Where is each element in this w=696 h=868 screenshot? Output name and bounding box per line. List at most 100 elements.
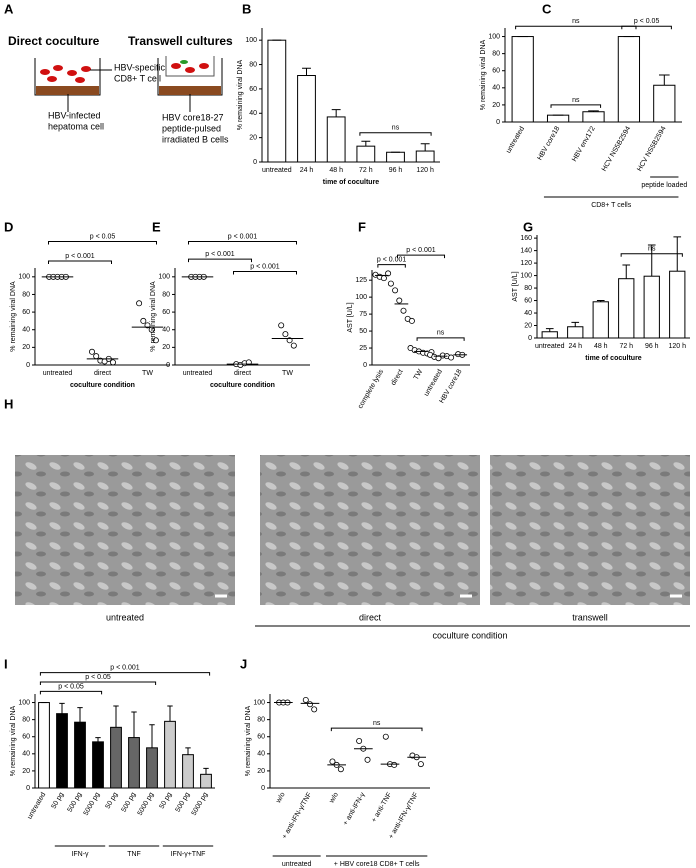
error-bar: [647, 244, 656, 277]
y-tick-label: 60: [249, 86, 257, 93]
transwell: [157, 56, 223, 112]
x-tick-label: 50 pg: [105, 791, 120, 810]
bar: [326, 116, 346, 163]
x-tick-label: + anti-IFN-γ: [342, 791, 367, 827]
x-axis-title: time of coculture: [323, 179, 380, 186]
error-bar: [588, 110, 599, 112]
y-tick-label: 50: [359, 328, 367, 335]
group-label: IFN-γ: [71, 851, 89, 858]
bar: [356, 145, 376, 163]
bar: [653, 84, 676, 123]
diagram-label: CD8+ T cell: [114, 73, 161, 83]
y-tick-label: 0: [26, 785, 30, 792]
y-axis-title: AST [U/L]: [347, 302, 354, 332]
y-tick-label: 60: [257, 734, 265, 741]
y-tick-label: 100: [158, 274, 170, 281]
data-point: [311, 706, 318, 713]
y-tick-label: 80: [22, 716, 30, 723]
y-tick-label: 40: [22, 751, 30, 758]
y-tick-label: 40: [492, 85, 500, 92]
y-tick-label: 140: [520, 247, 532, 254]
group-label: untreated: [282, 861, 312, 868]
bar: [669, 270, 686, 339]
x-tick-label: untreated: [423, 368, 444, 397]
bracket: [39, 681, 157, 686]
bar: [618, 278, 635, 339]
annotation: p < 0.001: [250, 263, 279, 270]
error-bar: [95, 737, 101, 742]
annotation: p < 0.001: [205, 251, 234, 258]
y-tick-label: 80: [492, 50, 500, 57]
y-tick-label: 100: [355, 294, 367, 301]
error-bar: [622, 264, 631, 279]
data-point: [302, 696, 309, 703]
y-tick-label: 20: [22, 344, 30, 351]
x-tick-label: 5000 pg: [191, 791, 210, 817]
data-point: [385, 270, 392, 277]
panel-letter: A: [4, 1, 14, 16]
y-tick-label: 0: [363, 362, 367, 369]
panel-letter: I: [4, 656, 8, 671]
annotation: p < 0.05: [90, 233, 116, 240]
bar: [386, 151, 405, 163]
error-bar: [113, 705, 119, 728]
bar: [146, 747, 158, 789]
group-label: + HBV core18 CD8+ T cells: [334, 861, 420, 868]
data-point: [408, 317, 415, 324]
bar: [567, 326, 584, 339]
y-tick-label: 60: [22, 734, 30, 741]
panel-letter: G: [523, 219, 533, 234]
y-tick-label: 20: [524, 322, 532, 329]
x-axis-title: time of coculture: [585, 355, 642, 362]
x-axis-title: coculture condition: [432, 630, 507, 640]
data-point: [391, 761, 398, 768]
data-point: [89, 348, 96, 355]
panel-letter: H: [4, 396, 13, 411]
diagram-label: HBV-specific: [114, 62, 166, 72]
y-tick-label: 100: [18, 699, 30, 706]
x-tick-label: untreated: [505, 125, 526, 154]
bar: [74, 721, 86, 789]
bar: [128, 737, 140, 789]
data-point: [356, 738, 363, 745]
y-tick-label: 100: [18, 274, 30, 281]
diagram-label: irradiated B cells: [162, 134, 229, 144]
y-tick-label: 80: [162, 291, 170, 298]
y-tick-label: 40: [249, 110, 257, 117]
data-point: [93, 353, 100, 360]
bar: [582, 111, 605, 123]
y-tick-label: 160: [520, 235, 532, 242]
bar: [297, 75, 316, 163]
y-tick-label: 80: [249, 61, 257, 68]
bracket: [39, 672, 211, 676]
data-point: [136, 300, 143, 307]
x-tick-label: + anti-IFN-γ/TNF: [388, 791, 420, 840]
y-tick-label: 20: [22, 768, 30, 775]
y-tick-label: 75: [359, 311, 367, 318]
y-tick-label: 40: [524, 310, 532, 317]
error-bar: [545, 328, 554, 332]
panel-letter: J: [240, 656, 247, 671]
y-tick-label: 125: [355, 277, 367, 284]
x-tick-label: 96 h: [645, 343, 659, 350]
annotation: ns: [437, 330, 445, 337]
group-label: CD8+ T cells: [591, 202, 632, 209]
y-tick-label: 60: [524, 297, 532, 304]
bracket: [48, 260, 112, 264]
x-tick-label: direct: [390, 368, 405, 386]
y-tick-label: 60: [22, 309, 30, 316]
micrograph: [490, 455, 690, 605]
error-bar: [658, 74, 670, 86]
y-tick-label: 80: [22, 291, 30, 298]
y-tick-label: 40: [162, 327, 170, 334]
y-tick-label: 0: [166, 362, 170, 369]
x-tick-label: 72 h: [359, 167, 373, 174]
x-tick-label: untreated: [183, 370, 213, 377]
data-point: [396, 297, 403, 304]
annotation: p < 0.001: [406, 247, 435, 254]
bar: [541, 331, 558, 339]
diagram-label: HBV-infected: [48, 110, 101, 120]
bar: [643, 275, 660, 339]
x-tick-label: untreated: [535, 343, 565, 350]
data-point: [152, 337, 159, 344]
